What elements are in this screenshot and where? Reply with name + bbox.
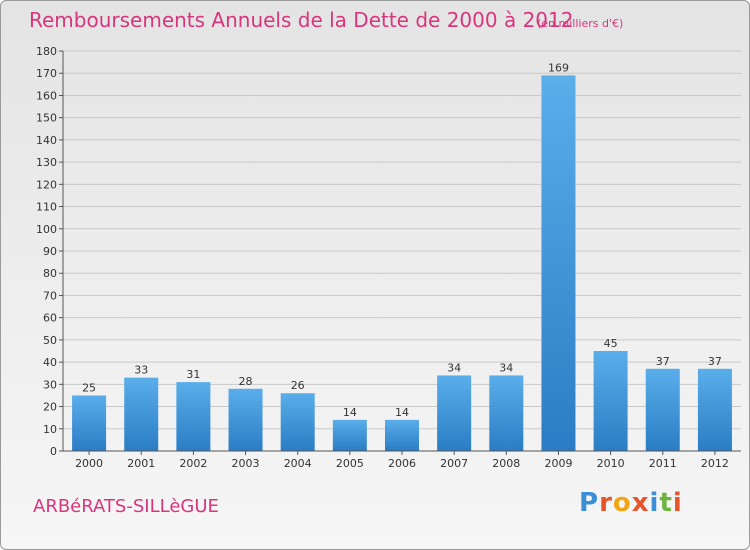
- bar: [437, 375, 472, 451]
- data-label: 26: [291, 379, 305, 392]
- data-label: 37: [708, 355, 722, 368]
- bar: [72, 395, 107, 451]
- x-tick-label: 2005: [336, 457, 364, 470]
- x-tick-label: 2007: [440, 457, 468, 470]
- y-tick-label: 100: [36, 223, 57, 236]
- chart-title: Remboursements Annuels de la Dette de 20…: [29, 8, 574, 32]
- data-label: 33: [134, 364, 148, 377]
- data-label: 25: [82, 381, 96, 394]
- x-tick-label: 2011: [649, 457, 677, 470]
- axes: 0 10 20 30 40 50 60 70 80 90 100 110 120 130 140 150 160…: [36, 45, 741, 470]
- proxiti-logo: Proxiti: [579, 488, 683, 518]
- y-tick-label: 0: [50, 445, 57, 458]
- data-label: 14: [395, 406, 409, 419]
- x-tick-label: 2002: [179, 457, 207, 470]
- logo-letter: r: [599, 488, 613, 518]
- logo-letter: i: [649, 488, 660, 518]
- y-tick-label: 20: [43, 401, 57, 414]
- x-tick-label: 2009: [544, 457, 572, 470]
- y-tick-label: 50: [43, 334, 57, 347]
- y-tick-label: 30: [43, 378, 57, 391]
- x-tick-label: 2012: [701, 457, 729, 470]
- y-tick-label: 80: [43, 267, 57, 280]
- y-tick-label: 60: [43, 312, 57, 325]
- bars: 25 33 31 28 26 14 14 34 34 169 45 37 37: [72, 61, 732, 451]
- data-label: 31: [186, 368, 200, 381]
- y-tick-label: 140: [36, 134, 57, 147]
- logo-letter: i: [672, 488, 683, 518]
- logo-letter: t: [659, 488, 673, 518]
- chart-subtitle: (en milliers d'€): [537, 17, 624, 30]
- x-tick-label: 2006: [388, 457, 416, 470]
- y-tick-label: 170: [36, 67, 57, 80]
- data-label: 34: [447, 361, 461, 374]
- y-tick-label: 40: [43, 356, 57, 369]
- bar: [645, 368, 680, 451]
- y-tick-label: 130: [36, 156, 57, 169]
- bar: [697, 368, 732, 451]
- data-label: 37: [656, 355, 670, 368]
- x-tick-label: 2010: [597, 457, 625, 470]
- x-tick-label: 2001: [127, 457, 155, 470]
- data-label: 14: [343, 406, 357, 419]
- bar: [332, 419, 367, 451]
- y-tick-label: 150: [36, 112, 57, 125]
- logo-letter: P: [579, 488, 600, 518]
- logo-letter: x: [631, 488, 650, 518]
- x-tick-label: 2008: [492, 457, 520, 470]
- y-tick-label: 120: [36, 178, 57, 191]
- bar: [176, 382, 211, 451]
- bar: [228, 388, 263, 451]
- y-tick-label: 180: [36, 45, 57, 58]
- y-tick-label: 160: [36, 89, 57, 102]
- data-label: 45: [604, 337, 618, 350]
- bar: [593, 351, 628, 451]
- logo-letter: o: [612, 488, 632, 518]
- x-tick-label: 2004: [284, 457, 312, 470]
- bar: [541, 75, 576, 451]
- grid-lines: [63, 50, 741, 452]
- bar: [124, 377, 159, 451]
- data-label: 169: [548, 61, 569, 74]
- y-tick-label: 70: [43, 289, 57, 302]
- commune-name: ARBéRATS-SILLèGUE: [33, 496, 219, 517]
- y-tick-label: 110: [36, 201, 57, 214]
- x-tick-label: 2003: [232, 457, 260, 470]
- y-tick-label: 10: [43, 423, 57, 436]
- bar: [489, 375, 524, 451]
- x-tick-label: 2000: [75, 457, 103, 470]
- data-label: 28: [239, 375, 253, 388]
- bar: [385, 419, 419, 451]
- y-tick-label: 90: [43, 245, 57, 258]
- bar: [280, 393, 315, 451]
- data-label: 34: [499, 361, 513, 374]
